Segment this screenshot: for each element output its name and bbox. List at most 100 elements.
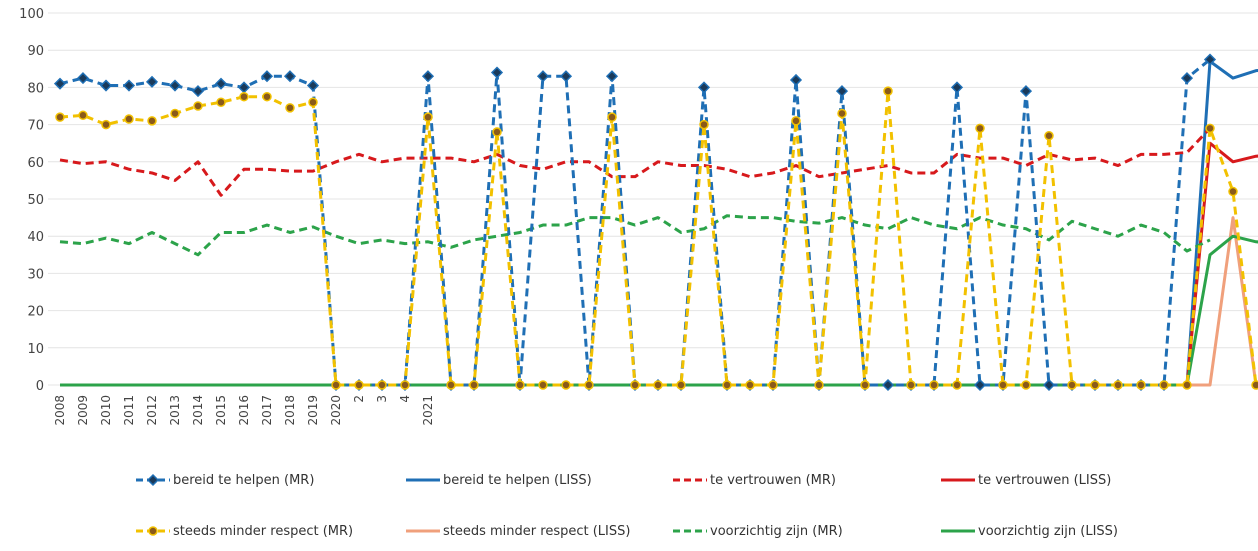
x-tick-label: 2014 xyxy=(191,395,205,426)
grid xyxy=(48,12,1258,386)
series-line xyxy=(59,127,1212,197)
data-point xyxy=(561,380,571,390)
series-line xyxy=(60,141,1258,387)
x-tick-label: 2016 xyxy=(237,395,251,426)
data-point xyxy=(1044,131,1054,141)
y-axis: 0 10 20 30 40 50 60 70 80 90 100 xyxy=(19,7,44,394)
data-point xyxy=(469,380,479,390)
data-point xyxy=(835,85,849,98)
y-tick-label: 10 xyxy=(27,342,44,357)
data-point xyxy=(331,380,341,390)
data-point xyxy=(377,380,387,390)
data-point xyxy=(929,380,939,390)
y-tick-label: 0 xyxy=(36,379,44,394)
data-point xyxy=(1042,378,1056,392)
series-line xyxy=(60,59,1258,387)
data-point xyxy=(262,91,272,102)
series-4 xyxy=(55,86,1258,390)
y-tick-label: 70 xyxy=(27,119,44,134)
data-point xyxy=(789,73,803,87)
y-tick-label: 50 xyxy=(27,193,44,208)
data-point xyxy=(1090,380,1100,390)
data-point xyxy=(260,70,274,83)
data-point xyxy=(607,112,617,122)
data-point xyxy=(768,380,778,390)
data-point xyxy=(837,108,847,119)
data-point xyxy=(237,81,251,94)
series-line xyxy=(59,58,1211,387)
data-point xyxy=(1203,53,1217,66)
data-point xyxy=(630,380,640,390)
x-tick-label: 2009 xyxy=(76,395,90,426)
data-point xyxy=(745,380,755,390)
data-point xyxy=(1113,380,1123,390)
data-point xyxy=(101,119,111,130)
data-point xyxy=(354,380,364,390)
x-axis: 2008 2009 2010 2011 2012 2013 2014 2015 2016 2017… xyxy=(53,395,435,426)
data-point xyxy=(605,70,619,83)
series-line xyxy=(59,89,1258,387)
data-point xyxy=(191,85,205,98)
data-point xyxy=(122,79,136,92)
data-point xyxy=(421,70,435,83)
data-point xyxy=(584,380,594,390)
data-point xyxy=(216,97,226,108)
x-tick-label: 2010 xyxy=(99,395,113,426)
y-tick-label: 80 xyxy=(27,81,44,96)
x-tick-label: 2018 xyxy=(283,395,297,426)
data-point xyxy=(697,81,711,94)
data-point xyxy=(676,380,686,390)
data-point xyxy=(973,378,987,392)
data-point xyxy=(1251,380,1258,390)
data-point xyxy=(99,79,113,92)
data-point xyxy=(400,380,410,390)
data-point xyxy=(881,378,895,392)
data-point xyxy=(998,380,1008,390)
data-point xyxy=(308,97,318,108)
data-point xyxy=(883,86,893,96)
y-tick-label: 40 xyxy=(27,230,44,245)
data-point xyxy=(1136,380,1146,390)
data-point xyxy=(536,70,550,83)
series-line xyxy=(60,216,1258,387)
x-tick-label: 2008 xyxy=(53,395,67,426)
x-tick-label: 2021 xyxy=(421,395,435,426)
series-5 xyxy=(60,216,1258,387)
x-tick-label: 2 xyxy=(352,395,366,403)
data-point xyxy=(722,380,732,390)
y-tick-label: 100 xyxy=(19,7,44,22)
x-tick-label: 2013 xyxy=(168,395,182,426)
data-point xyxy=(490,66,504,79)
x-tick-label: 4 xyxy=(398,395,412,403)
data-point xyxy=(653,380,663,390)
x-tick-label: 2011 xyxy=(122,395,136,426)
data-point xyxy=(538,380,548,390)
data-point xyxy=(55,112,65,122)
data-point xyxy=(446,380,456,390)
data-point xyxy=(515,380,525,390)
x-tick-label: 2017 xyxy=(260,395,274,426)
data-point xyxy=(860,380,870,390)
x-tick-label: 2019 xyxy=(306,395,320,426)
data-point xyxy=(1228,186,1238,197)
plot-area xyxy=(53,53,1258,392)
data-point xyxy=(699,119,709,130)
data-point xyxy=(1021,380,1031,390)
data-point xyxy=(1180,72,1194,85)
data-point xyxy=(53,77,67,90)
data-point xyxy=(1159,380,1169,390)
data-point xyxy=(124,114,134,124)
data-point xyxy=(168,79,182,92)
data-point xyxy=(1067,380,1077,390)
series-line xyxy=(59,214,1211,257)
data-point xyxy=(975,123,985,134)
data-point xyxy=(1019,85,1033,98)
series-1 xyxy=(60,59,1258,387)
series-3 xyxy=(60,141,1258,387)
x-tick-label: 3 xyxy=(375,395,389,403)
data-point xyxy=(1182,380,1192,390)
data-point xyxy=(147,116,157,126)
y-tick-label: 60 xyxy=(27,156,44,171)
data-point xyxy=(283,70,297,83)
